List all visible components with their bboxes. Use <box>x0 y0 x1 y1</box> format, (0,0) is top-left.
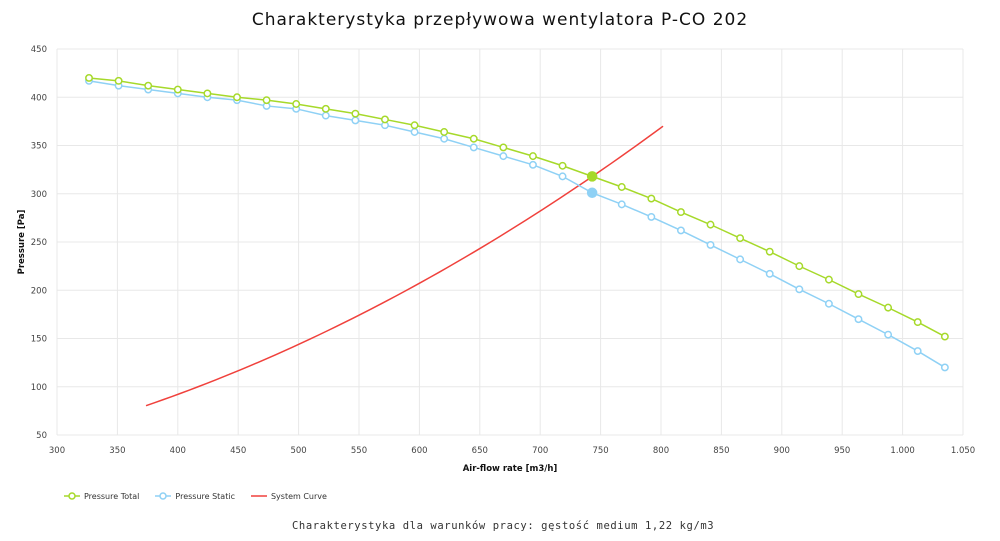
operating-point-pressure-static <box>586 187 598 199</box>
y-tick-label: 300 <box>31 190 47 200</box>
data-point-pressure-total <box>736 234 745 243</box>
data-point-pressure-total <box>499 143 508 152</box>
data-point-pressure-static <box>706 240 715 249</box>
circle-marker-icon <box>64 492 80 500</box>
data-point-pressure-total <box>321 104 330 113</box>
data-point-pressure-total <box>854 290 863 299</box>
x-tick-label: 600 <box>411 446 427 456</box>
series-line-pressure-static <box>88 80 946 369</box>
data-point-pressure-static <box>824 299 833 308</box>
data-point-pressure-total <box>824 275 833 284</box>
chart-subtitle: Charakterystyka dla warunków pracy: gęst… <box>292 520 715 532</box>
x-axis-title: Air-flow rate [m3/h] <box>463 464 558 474</box>
data-point-pressure-total <box>292 100 301 108</box>
y-tick-label: 350 <box>31 142 47 152</box>
y-axis-ticks: 50 100 150 200 250 300 350 400 450 <box>31 45 47 441</box>
data-point-pressure-static <box>647 212 656 221</box>
data-point-pressure-total <box>676 208 685 217</box>
operating-point-pressure-total <box>586 171 598 182</box>
legend: Pressure Total Pressure Static System Cu… <box>64 491 327 501</box>
data-point-pressure-total <box>203 89 212 98</box>
data-point-pressure-static <box>410 128 419 136</box>
data-point-pressure-total <box>940 332 949 341</box>
data-point-pressure-total <box>617 183 626 191</box>
data-point-pressure-static <box>321 111 330 120</box>
legend-label: Pressure Static <box>175 491 235 501</box>
x-axis-ticks: 300 350 400 450 500 550 600 650 700 750 800 850 900 9… <box>49 446 975 456</box>
data-point-pressure-static <box>499 152 508 161</box>
data-point-pressure-total <box>351 109 360 118</box>
series-group <box>85 74 949 407</box>
x-tick-label: 850 <box>713 446 729 456</box>
y-tick-label: 200 <box>31 286 47 296</box>
x-tick-label: 500 <box>290 446 306 456</box>
data-point-pressure-static <box>617 200 626 209</box>
data-point-pressure-static <box>795 285 804 294</box>
data-point-pressure-total <box>795 262 804 271</box>
x-tick-label: 750 <box>592 446 608 456</box>
data-point-pressure-total <box>706 220 715 229</box>
data-point-pressure-static <box>913 347 922 355</box>
data-point-pressure-total <box>440 128 449 136</box>
y-tick-label: 450 <box>31 45 47 55</box>
data-point-pressure-total <box>262 96 271 105</box>
legend-item-pressure-total[interactable]: Pressure Total <box>64 491 139 501</box>
x-tick-label: 650 <box>472 446 488 456</box>
data-point-pressure-total <box>144 81 153 90</box>
y-axis-title: Pressure [Pa] <box>17 209 27 274</box>
series-line-pressure-total <box>88 77 946 338</box>
x-tick-label: 950 <box>834 446 850 456</box>
legend-item-system-curve[interactable]: System Curve <box>250 491 327 501</box>
data-point-pressure-total <box>410 121 419 130</box>
data-point-pressure-total <box>233 93 241 102</box>
chart-title: Charakterystyka przepływowa wentylatora … <box>251 10 749 30</box>
data-point-pressure-static <box>440 134 449 143</box>
y-tick-label: 50 <box>36 431 47 441</box>
x-tick-label: 900 <box>774 446 790 456</box>
grid <box>56 48 964 436</box>
x-tick-label: 400 <box>170 446 186 456</box>
y-tick-label: 150 <box>31 335 47 345</box>
data-point-pressure-total <box>469 134 478 143</box>
data-point-pressure-static <box>469 143 478 152</box>
data-point-pressure-total <box>381 115 389 124</box>
data-point-pressure-static <box>529 160 537 169</box>
line-marker-icon <box>250 495 267 497</box>
x-tick-label: 800 <box>653 446 669 456</box>
legend-label: Pressure Total <box>84 491 140 501</box>
data-point-pressure-total <box>529 152 537 161</box>
x-tick-label: 350 <box>109 446 125 456</box>
legend-label: System Curve <box>270 491 327 501</box>
data-point-pressure-static <box>676 226 685 235</box>
data-point-pressure-total <box>114 76 123 85</box>
series-line-system-curve <box>145 125 664 407</box>
data-point-pressure-total <box>765 247 774 256</box>
data-point-pressure-total <box>884 303 893 312</box>
data-point-pressure-static <box>351 116 360 125</box>
x-tick-label: 1.000 <box>890 446 914 456</box>
data-point-pressure-total <box>173 85 182 94</box>
circle-marker-icon <box>155 492 172 500</box>
data-point-pressure-total <box>85 74 93 82</box>
data-point-pressure-static <box>884 330 893 339</box>
data-point-pressure-static <box>736 255 745 264</box>
data-point-pressure-static <box>765 269 774 278</box>
data-point-pressure-total <box>558 161 567 170</box>
data-point-pressure-static <box>854 315 863 324</box>
y-tick-label: 100 <box>31 383 47 393</box>
x-tick-label: 550 <box>351 446 367 456</box>
data-point-pressure-static <box>940 363 949 372</box>
y-tick-label: 400 <box>31 93 47 103</box>
x-tick-label: 700 <box>532 446 548 456</box>
data-point-pressure-total <box>913 318 922 327</box>
y-tick-label: 250 <box>31 238 47 248</box>
legend-item-pressure-static[interactable]: Pressure Static <box>155 491 235 501</box>
data-point-pressure-static <box>558 172 567 181</box>
data-point-pressure-total <box>647 194 656 203</box>
x-tick-label: 450 <box>230 446 246 456</box>
x-tick-label: 1.050 <box>951 446 975 456</box>
x-tick-label: 300 <box>49 446 65 456</box>
